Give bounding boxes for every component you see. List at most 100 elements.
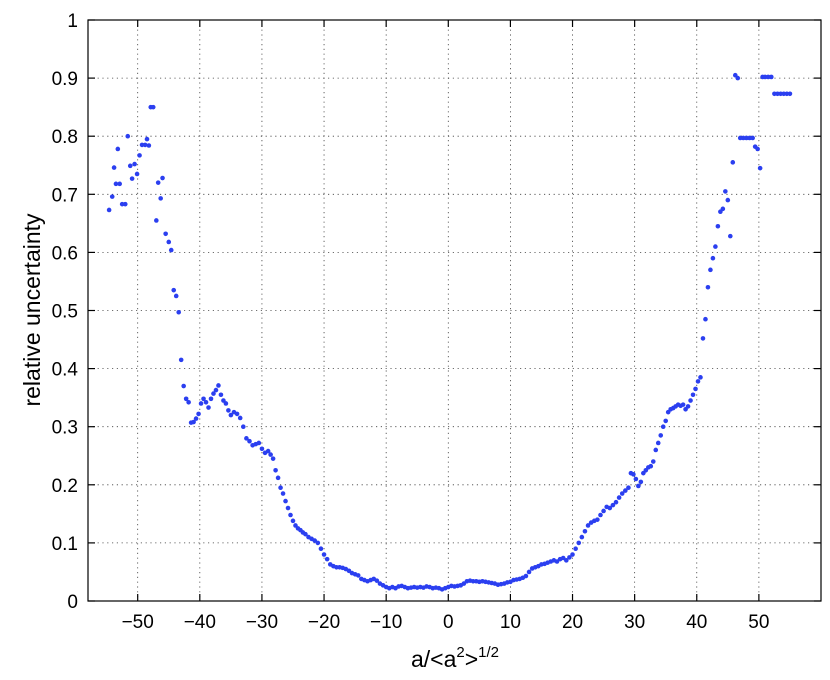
- y-tick-label: 1: [67, 11, 78, 32]
- data-point: [270, 456, 276, 461]
- data-point: [755, 146, 760, 152]
- data-point: [280, 491, 286, 496]
- data-point: [730, 160, 736, 165]
- data-point: [244, 436, 249, 441]
- x-tick-label: −40: [184, 612, 216, 633]
- x-tick-label: −50: [122, 612, 154, 633]
- data-point: [526, 569, 532, 575]
- y-tick-label: 0.5: [52, 302, 78, 323]
- data-point: [129, 176, 135, 181]
- data-point: [698, 375, 703, 380]
- data-point: [122, 201, 128, 207]
- data-point: [166, 239, 172, 245]
- data-point: [265, 448, 271, 454]
- data-point: [576, 540, 582, 546]
- data-point: [206, 405, 211, 410]
- data-point: [226, 408, 231, 413]
- data-point: [256, 440, 262, 446]
- data-point: [216, 383, 221, 388]
- data-point: [703, 316, 708, 322]
- data-point: [211, 391, 216, 396]
- data-point: [693, 386, 698, 392]
- data-point: [134, 171, 140, 177]
- data-point: [564, 558, 569, 563]
- data-point: [237, 415, 243, 421]
- data-point: [218, 392, 224, 398]
- data-point: [735, 75, 741, 81]
- x-tick-label: −10: [370, 612, 402, 633]
- data-point: [106, 207, 112, 213]
- x-tick-label: 30: [624, 612, 645, 633]
- y-tick-label: 0.7: [52, 185, 78, 206]
- data-point: [278, 485, 283, 491]
- y-tick-label: 0.2: [52, 476, 78, 497]
- data-point: [680, 402, 686, 407]
- data-point: [234, 411, 240, 417]
- data-point: [690, 392, 696, 398]
- data-point: [115, 146, 121, 152]
- data-point: [585, 523, 591, 528]
- data-point: [247, 438, 252, 444]
- x-axis-label-sup-1: 2: [456, 644, 464, 661]
- data-point: [626, 485, 631, 491]
- data-point: [318, 546, 324, 552]
- axis-ticks: [88, 19, 821, 602]
- x-axis-label-base: a/<a: [411, 646, 457, 672]
- data-point: [201, 396, 206, 402]
- data-point: [150, 104, 156, 110]
- data-point: [203, 399, 209, 405]
- data-point: [111, 165, 117, 170]
- y-tick-label: 0.9: [52, 69, 78, 90]
- data-point: [171, 287, 177, 293]
- data-point: [633, 476, 639, 482]
- data-point: [570, 552, 575, 557]
- y-tick-label: 0.6: [52, 243, 78, 264]
- data-point: [623, 488, 628, 493]
- data-point: [636, 483, 641, 489]
- x-axis-label-close: >: [465, 646, 478, 672]
- data-point: [663, 418, 669, 424]
- data-point: [787, 91, 793, 97]
- data-point: [725, 197, 731, 203]
- data-point: [631, 472, 636, 477]
- data-point: [598, 512, 603, 518]
- data-point: [700, 336, 706, 341]
- data-point: [723, 189, 728, 194]
- data-point: [713, 244, 718, 249]
- data-point: [273, 467, 278, 473]
- y-tick-label: 0.1: [52, 534, 78, 555]
- data-point: [579, 534, 585, 540]
- data-point: [648, 463, 654, 469]
- data-point: [655, 440, 661, 446]
- data-point: [685, 404, 691, 409]
- data-point: [113, 181, 119, 187]
- data-point: [178, 357, 184, 363]
- data-point: [355, 573, 361, 578]
- data-point: [155, 180, 161, 185]
- data-point: [638, 479, 644, 485]
- y-tick-label: 0.3: [52, 418, 78, 439]
- data-point: [769, 74, 774, 80]
- y-tick-labels: 0 0.1 0.2 0.3 0.4 0.5 0.6 0.7 0.8 0.9 1: [52, 11, 79, 613]
- data-point: [196, 411, 201, 417]
- data-point: [176, 309, 181, 315]
- data-point: [191, 419, 196, 425]
- x-axis-label-sup-2: 1/2: [478, 644, 499, 661]
- data-point: [715, 223, 721, 229]
- data-point: [142, 142, 148, 148]
- data-point: [290, 518, 296, 524]
- data-point: [168, 247, 174, 253]
- data-point: [720, 206, 726, 212]
- data-point: [163, 231, 168, 237]
- data-point: [567, 555, 572, 560]
- data-point: [619, 491, 625, 496]
- data-point: [705, 284, 711, 290]
- data-point: [728, 233, 733, 239]
- data-point: [275, 475, 281, 481]
- data-point: [146, 143, 152, 148]
- data-point: [132, 161, 137, 167]
- data-point: [144, 136, 150, 142]
- x-tick-label: 0: [443, 612, 454, 633]
- data-point: [186, 399, 191, 405]
